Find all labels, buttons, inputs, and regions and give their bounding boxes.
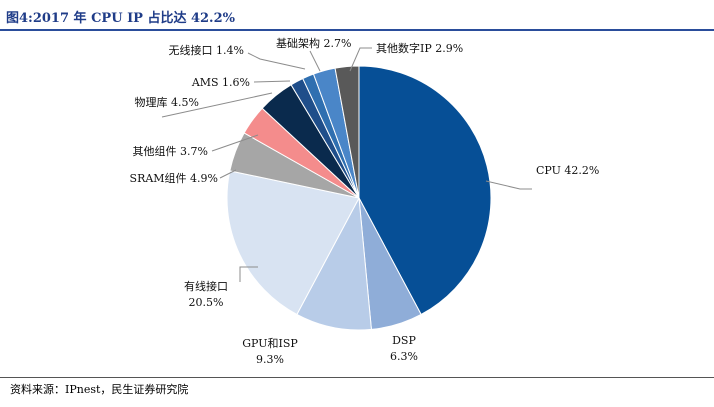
- slice-label-5: SRAM组件 4.9%: [130, 171, 218, 185]
- leader-line-5: [219, 169, 237, 179]
- slice-label-8: AMS 1.6%: [191, 76, 250, 89]
- source-note: 资料来源：IPnest，民生证券研究院: [10, 383, 189, 396]
- slice-label-1: CPU 42.2%: [536, 164, 599, 177]
- pie-slice-1: [358, 65, 492, 316]
- slice-label-2: DSP 6.3%: [390, 334, 418, 363]
- pie-slice-11: [334, 65, 360, 199]
- leader-line-11: [349, 47, 372, 72]
- pie-chart: CPU 42.2% DSP 6.3% GPU和ISP 9.3% 有线接口 20.5% SRAM…: [130, 36, 600, 366]
- pie-slice-3: [296, 196, 372, 331]
- leader-line-8: [253, 80, 291, 83]
- footer-divider: [0, 377, 714, 378]
- leader-lines: [161, 47, 532, 282]
- slice-labels: CPU 42.2% DSP 6.3% GPU和ISP 9.3% 有线接口 20.5% SRAM…: [130, 36, 600, 366]
- title-divider: [0, 29, 714, 31]
- slice-label-9: 无线接口 1.4%: [169, 43, 244, 57]
- leader-line-7: [161, 92, 273, 118]
- pie-slices: [226, 65, 492, 331]
- slice-label-6: 其他组件 3.7%: [133, 144, 208, 158]
- slice-label-3: GPU和ISP 9.3%: [242, 337, 298, 366]
- title-bar: 图4:2017 年 CPU IP 占比达 42.2%: [0, 0, 714, 31]
- leader-line-10: [309, 50, 321, 72]
- pie-slice-4: [226, 170, 360, 316]
- leader-line-4: [239, 266, 258, 282]
- slice-label-10: 基础架构 2.7%: [276, 36, 351, 50]
- slice-label-4: 有线接口 20.5%: [184, 279, 228, 309]
- chart-title: 图4:2017 年 CPU IP 占比达 42.2%: [6, 11, 235, 26]
- leader-line-1: [485, 180, 532, 190]
- leader-line-6: [211, 134, 259, 152]
- leader-line-9: [247, 52, 306, 70]
- slice-label-11: 其他数字IP 2.9%: [376, 41, 463, 55]
- slice-label-7: 物理库 4.5%: [135, 95, 199, 109]
